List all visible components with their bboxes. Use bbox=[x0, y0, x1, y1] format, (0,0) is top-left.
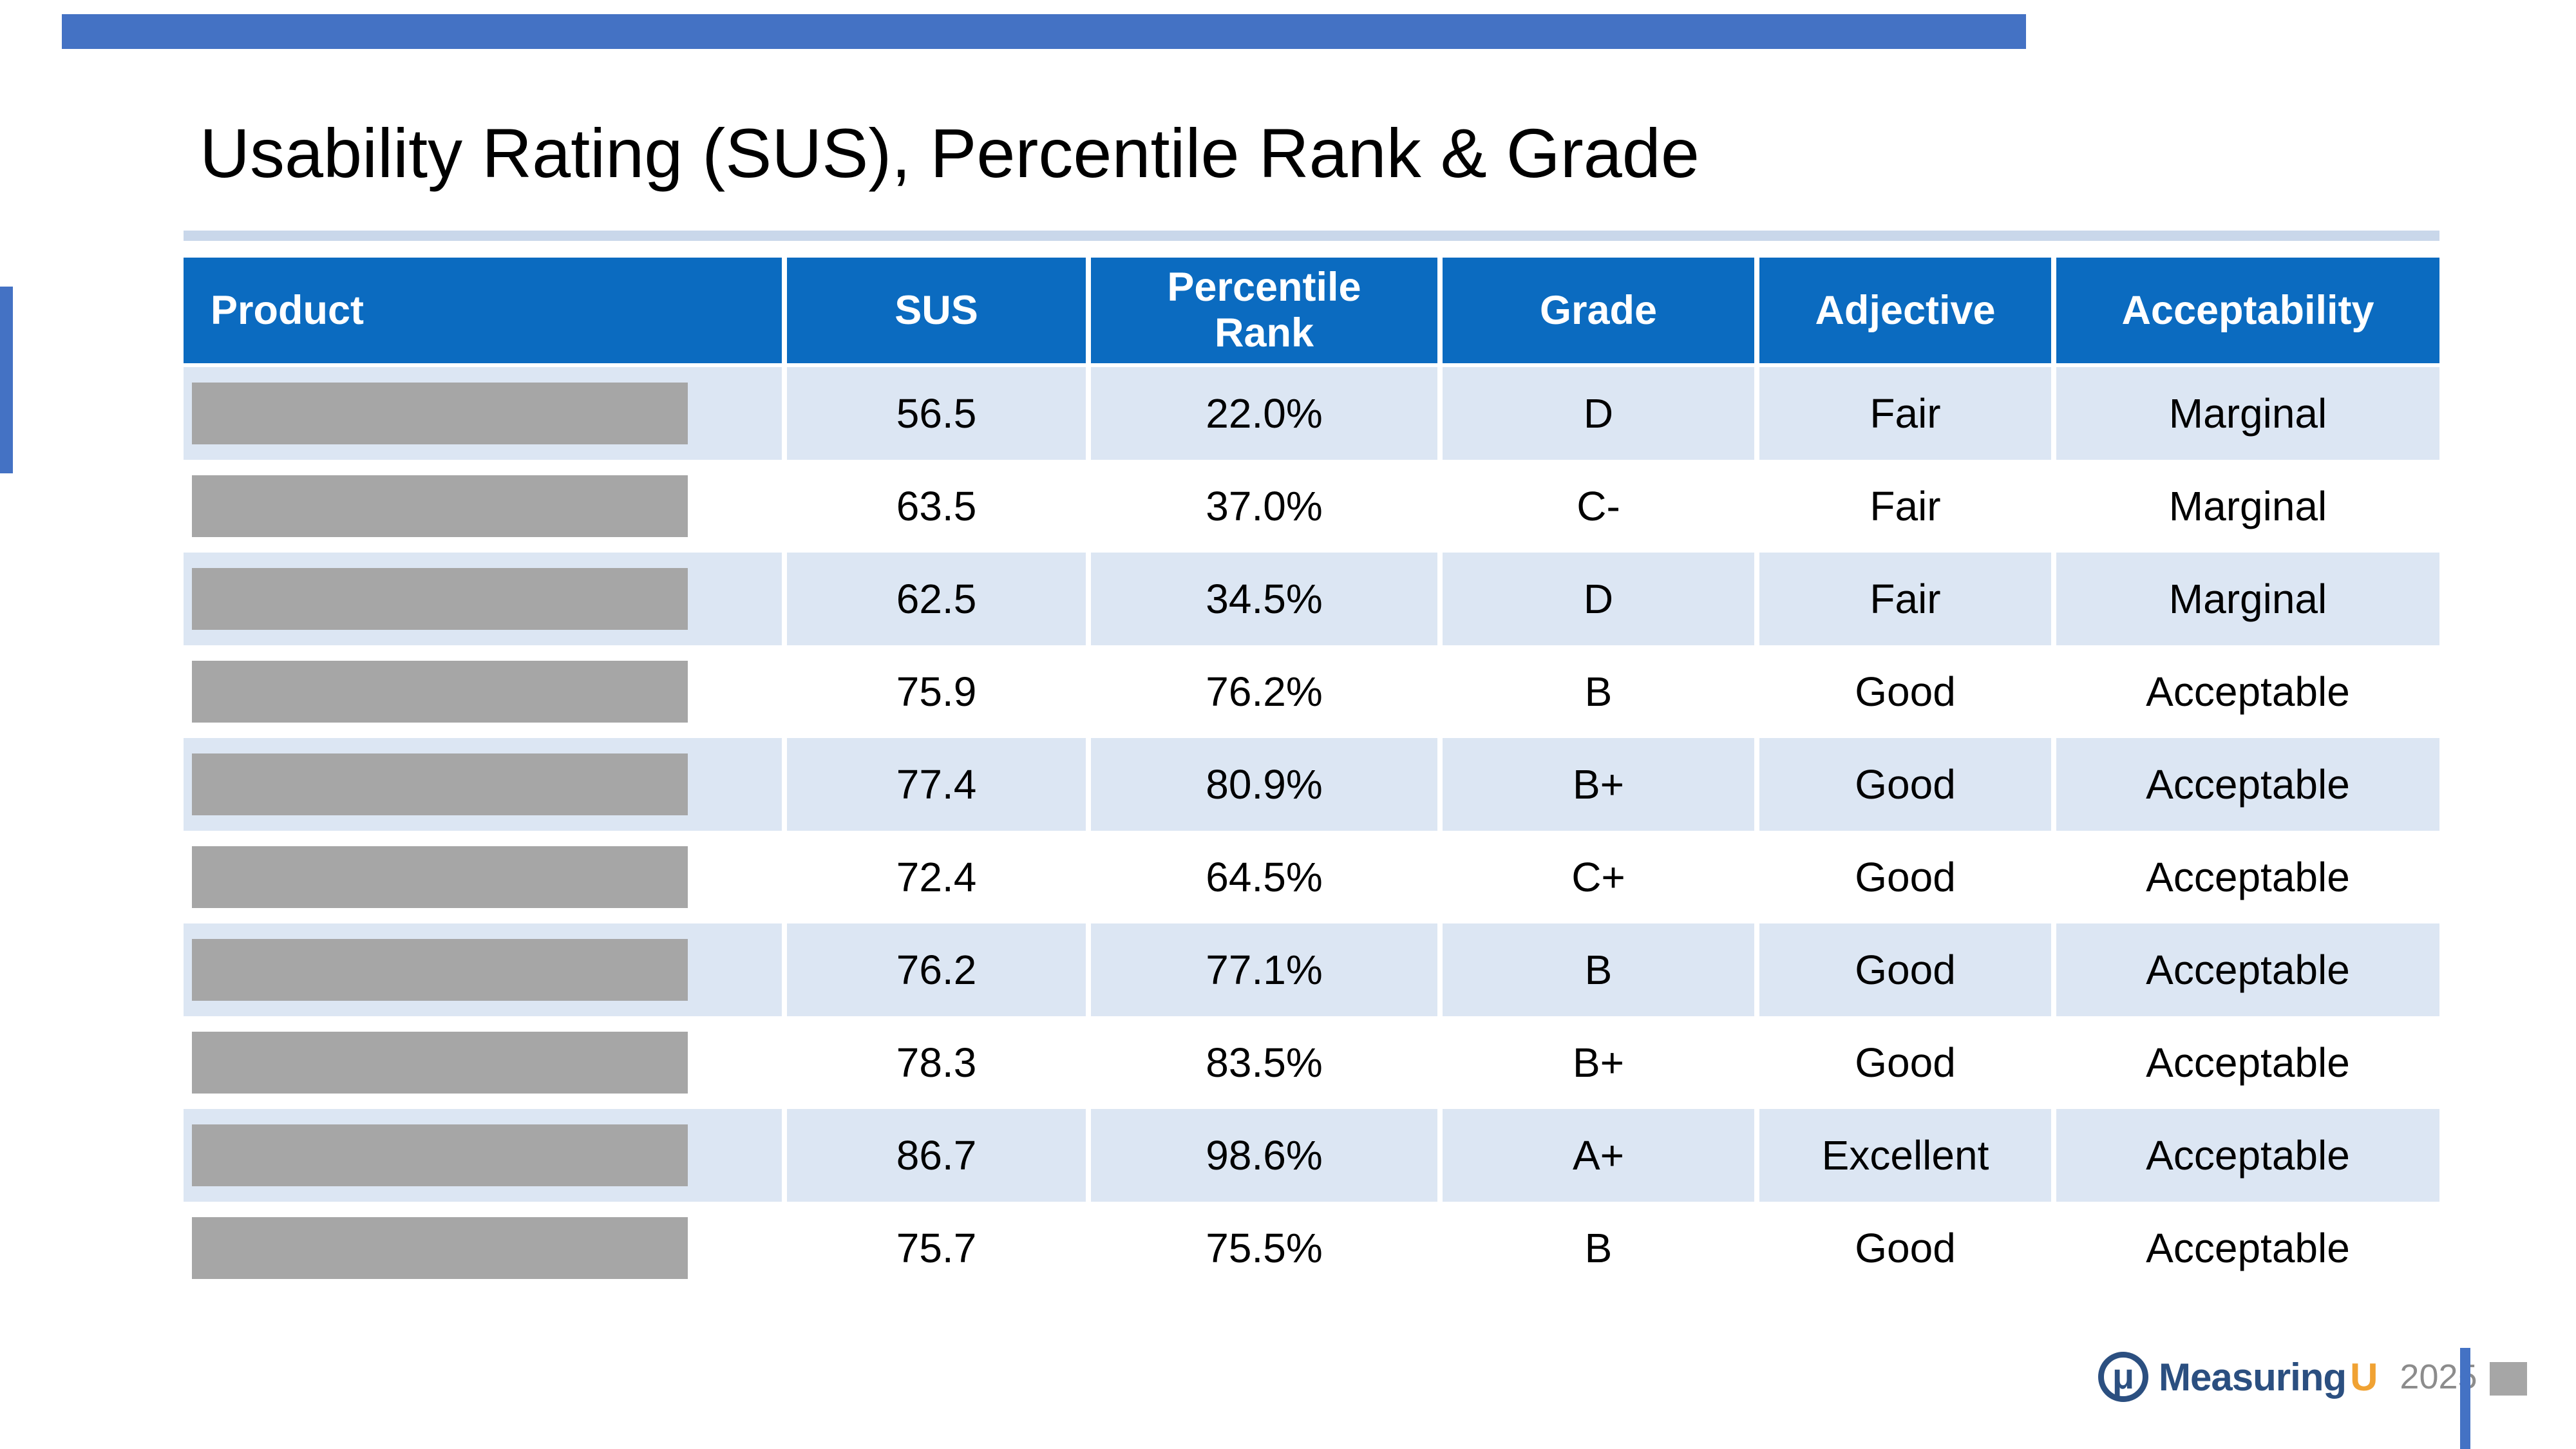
table-cell-percentile-rank: 34.5% bbox=[1086, 553, 1437, 645]
table-cell-adjective: Good bbox=[1754, 831, 2051, 923]
redacted-product-name bbox=[192, 1032, 688, 1094]
table-cell-sus: 56.5 bbox=[782, 367, 1086, 460]
redacted-product-name bbox=[192, 846, 688, 908]
column-header-percentile-rank-label: Percentile Rank bbox=[1167, 265, 1361, 355]
table-cell-grade: B bbox=[1437, 645, 1754, 738]
footer-gray-square bbox=[2490, 1362, 2527, 1396]
column-header-grade: Grade bbox=[1437, 258, 1754, 367]
table-cell-acceptability: Acceptable bbox=[2051, 1202, 2439, 1294]
table-cell-sus: 78.3 bbox=[782, 1016, 1086, 1109]
table-cell-adjective: Good bbox=[1754, 738, 2051, 831]
redacted-product-name bbox=[192, 753, 688, 815]
table-cell-percentile-rank: 83.5% bbox=[1086, 1016, 1437, 1109]
table-cell-sus: 76.2 bbox=[782, 923, 1086, 1016]
table-cell-acceptability: Acceptable bbox=[2051, 831, 2439, 923]
redacted-product-name bbox=[192, 475, 688, 537]
table-row-product-cell bbox=[184, 367, 782, 460]
table-row-product-cell bbox=[184, 923, 782, 1016]
table-cell-grade: B+ bbox=[1437, 738, 1754, 831]
table-cell-grade: C+ bbox=[1437, 831, 1754, 923]
table-cell-adjective: Good bbox=[1754, 1016, 2051, 1109]
table-cell-sus: 72.4 bbox=[782, 831, 1086, 923]
left-accent-bar bbox=[0, 287, 13, 473]
table-cell-grade: B bbox=[1437, 923, 1754, 1016]
table-cell-acceptability: Marginal bbox=[2051, 460, 2439, 553]
table-cell-percentile-rank: 77.1% bbox=[1086, 923, 1437, 1016]
brand-u-text: U bbox=[2350, 1355, 2378, 1399]
table-row-product-cell bbox=[184, 645, 782, 738]
sus-ratings-table: Product SUS Percentile Rank Grade Adject… bbox=[184, 258, 2439, 1294]
redacted-product-name bbox=[192, 1217, 688, 1279]
title-underline-rule bbox=[184, 231, 2439, 241]
redacted-product-name bbox=[192, 383, 688, 444]
footer-branding: μ Measuring U 2025 bbox=[2098, 1349, 2477, 1405]
table-cell-percentile-rank: 80.9% bbox=[1086, 738, 1437, 831]
table-row-product-cell bbox=[184, 831, 782, 923]
table-cell-sus: 75.7 bbox=[782, 1202, 1086, 1294]
column-header-acceptability: Acceptability bbox=[2051, 258, 2439, 367]
table-cell-grade: D bbox=[1437, 367, 1754, 460]
column-header-sus: SUS bbox=[782, 258, 1086, 367]
top-accent-bar bbox=[62, 14, 2026, 49]
brand-measuring-text: Measuring bbox=[2159, 1355, 2347, 1399]
column-header-product: Product bbox=[184, 258, 782, 367]
redacted-product-name bbox=[192, 1124, 688, 1186]
table-row-product-cell bbox=[184, 553, 782, 645]
table-cell-acceptability: Acceptable bbox=[2051, 1016, 2439, 1109]
redacted-product-name bbox=[192, 939, 688, 1001]
table-cell-percentile-rank: 76.2% bbox=[1086, 645, 1437, 738]
table-cell-acceptability: Acceptable bbox=[2051, 645, 2439, 738]
table-cell-percentile-rank: 37.0% bbox=[1086, 460, 1437, 553]
table-cell-sus: 86.7 bbox=[782, 1109, 1086, 1202]
table-cell-acceptability: Acceptable bbox=[2051, 923, 2439, 1016]
table-cell-percentile-rank: 22.0% bbox=[1086, 367, 1437, 460]
table-cell-acceptability: Marginal bbox=[2051, 367, 2439, 460]
table-cell-adjective: Fair bbox=[1754, 460, 2051, 553]
redacted-product-name bbox=[192, 568, 688, 630]
column-header-percentile-rank: Percentile Rank bbox=[1086, 258, 1437, 367]
table-cell-percentile-rank: 75.5% bbox=[1086, 1202, 1437, 1294]
table-cell-grade: D bbox=[1437, 553, 1754, 645]
table-cell-grade: B bbox=[1437, 1202, 1754, 1294]
slide-title: Usability Rating (SUS), Percentile Rank … bbox=[200, 114, 1700, 192]
table-cell-adjective: Good bbox=[1754, 645, 2051, 738]
table-cell-adjective: Good bbox=[1754, 923, 2051, 1016]
table-cell-adjective: Fair bbox=[1754, 367, 2051, 460]
table-cell-acceptability: Acceptable bbox=[2051, 1109, 2439, 1202]
table-cell-sus: 62.5 bbox=[782, 553, 1086, 645]
table-cell-sus: 63.5 bbox=[782, 460, 1086, 553]
table-cell-acceptability: Acceptable bbox=[2051, 738, 2439, 831]
table-cell-sus: 77.4 bbox=[782, 738, 1086, 831]
redacted-product-name bbox=[192, 661, 688, 723]
table-cell-percentile-rank: 98.6% bbox=[1086, 1109, 1437, 1202]
measuringu-mu-logo-icon: μ bbox=[2098, 1352, 2148, 1402]
table-cell-sus: 75.9 bbox=[782, 645, 1086, 738]
table-row-product-cell bbox=[184, 1016, 782, 1109]
table-cell-grade: C- bbox=[1437, 460, 1754, 553]
mu-glyph: μ bbox=[2112, 1355, 2135, 1396]
table-cell-grade: A+ bbox=[1437, 1109, 1754, 1202]
table-cell-adjective: Good bbox=[1754, 1202, 2051, 1294]
table-row-product-cell bbox=[184, 1109, 782, 1202]
table-cell-grade: B+ bbox=[1437, 1016, 1754, 1109]
table-row-product-cell bbox=[184, 1202, 782, 1294]
table-cell-adjective: Excellent bbox=[1754, 1109, 2051, 1202]
table-cell-acceptability: Marginal bbox=[2051, 553, 2439, 645]
table-row-product-cell bbox=[184, 460, 782, 553]
column-header-adjective: Adjective bbox=[1754, 258, 2051, 367]
footer-accent-bar bbox=[2460, 1348, 2470, 1449]
table-cell-adjective: Fair bbox=[1754, 553, 2051, 645]
table-cell-percentile-rank: 64.5% bbox=[1086, 831, 1437, 923]
table-row-product-cell bbox=[184, 738, 782, 831]
